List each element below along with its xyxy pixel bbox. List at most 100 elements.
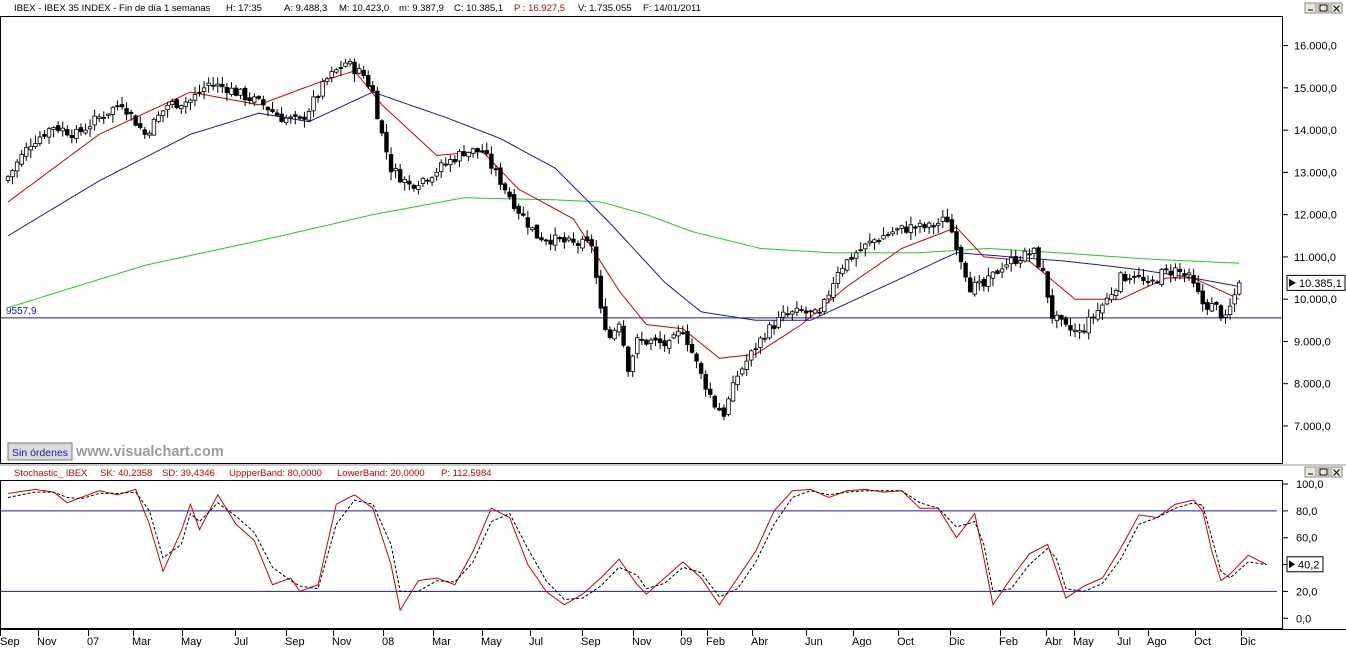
candle [776,311,781,330]
candle [302,111,307,128]
candle [1123,271,1128,283]
candle [967,271,973,293]
candle [831,276,836,303]
candle [694,352,699,369]
candle [69,129,75,144]
candle [762,332,768,343]
candle [256,95,261,101]
candle [557,235,562,243]
candle [1141,268,1146,286]
candle [712,394,717,410]
candle [575,240,581,254]
candle [990,271,996,287]
candle [393,163,398,179]
candle [156,111,161,124]
candle [644,338,649,346]
stoch-maximize-button[interactable] [1317,466,1330,478]
sin-ordenes-button[interactable]: Sin órdenes [7,442,73,461]
candle [653,334,658,346]
candle [55,121,61,134]
candle [808,309,813,319]
candle [566,235,572,243]
candle [1182,269,1187,283]
candle [183,97,189,115]
candle [1145,275,1151,287]
candle [708,382,713,398]
candle [147,130,152,139]
candle [366,70,371,89]
sin-ordenes-label: Sin órdenes [12,447,68,459]
candle [1009,249,1014,272]
y-tick-label: 12.000,0 [1294,210,1337,222]
candle [1109,287,1114,303]
candle [174,98,179,110]
candle [169,98,175,109]
candle [1086,309,1091,340]
candle [1118,271,1123,294]
candle [201,81,207,100]
candle [1209,297,1215,313]
candle [324,76,330,86]
x-tick-label: Jun [805,636,823,647]
stoch-minimize-button[interactable] [1304,466,1317,478]
candle [1004,258,1009,270]
candle [65,125,70,137]
candle [229,82,234,97]
candle [311,90,316,118]
y-tick-label: 13.000,0 [1294,167,1337,179]
x-tick-label: 07 [87,636,99,647]
x-tick-label: Nov [37,636,57,647]
candle [867,233,873,247]
candle [963,261,968,282]
candle [790,310,795,321]
x-tick-label: Sep [0,636,20,647]
minimize-button[interactable] [1304,2,1317,14]
candle [749,349,754,367]
candle [457,148,462,168]
close-button[interactable] [1330,2,1343,14]
x-tick-label: Jul [234,636,248,647]
candle [680,325,686,336]
candle [945,208,950,223]
candle [648,337,654,351]
candle [338,61,344,76]
candle [1127,273,1132,284]
candle [594,239,599,284]
candle [279,106,284,123]
stoch-plot-frame [0,480,1283,629]
candle [721,404,727,421]
candle [1027,248,1032,263]
candle [480,144,485,154]
header-symbol: IBEX - IBEX 35 INDEX - Fin de día 1 sema… [14,3,211,14]
x-tick-label: Dic [1240,636,1256,647]
candle [949,213,955,234]
candle [315,94,321,103]
candle [1173,263,1178,282]
maximize-button[interactable] [1317,2,1330,14]
candle [580,236,585,252]
candle [1100,302,1105,321]
candle [926,221,932,234]
stoch-y-tick-label: 100,0 [1296,479,1324,491]
main-header: IBEX - IBEX 35 INDEX - Fin de día 1 sema… [14,3,701,14]
candle [452,155,458,165]
candle [438,159,444,178]
candle [899,224,904,234]
header-close: C: 10.385,1 [454,3,503,14]
candle [1077,323,1082,339]
candle [1018,255,1023,269]
candle [913,225,918,236]
stoch-sd: SD: 39,4346 [162,468,215,479]
stoch-close-button[interactable] [1330,466,1343,478]
x-tick-label: Sep [285,636,305,647]
candle [917,219,923,234]
candle [306,108,312,123]
candle [1050,288,1055,324]
last-price-tag: 10.385,1 [1286,274,1346,291]
candle [1150,275,1155,285]
candle [124,102,129,121]
x-tick-label: May [481,636,502,647]
candle [1045,270,1050,304]
candle [484,142,489,157]
candle [507,187,512,200]
